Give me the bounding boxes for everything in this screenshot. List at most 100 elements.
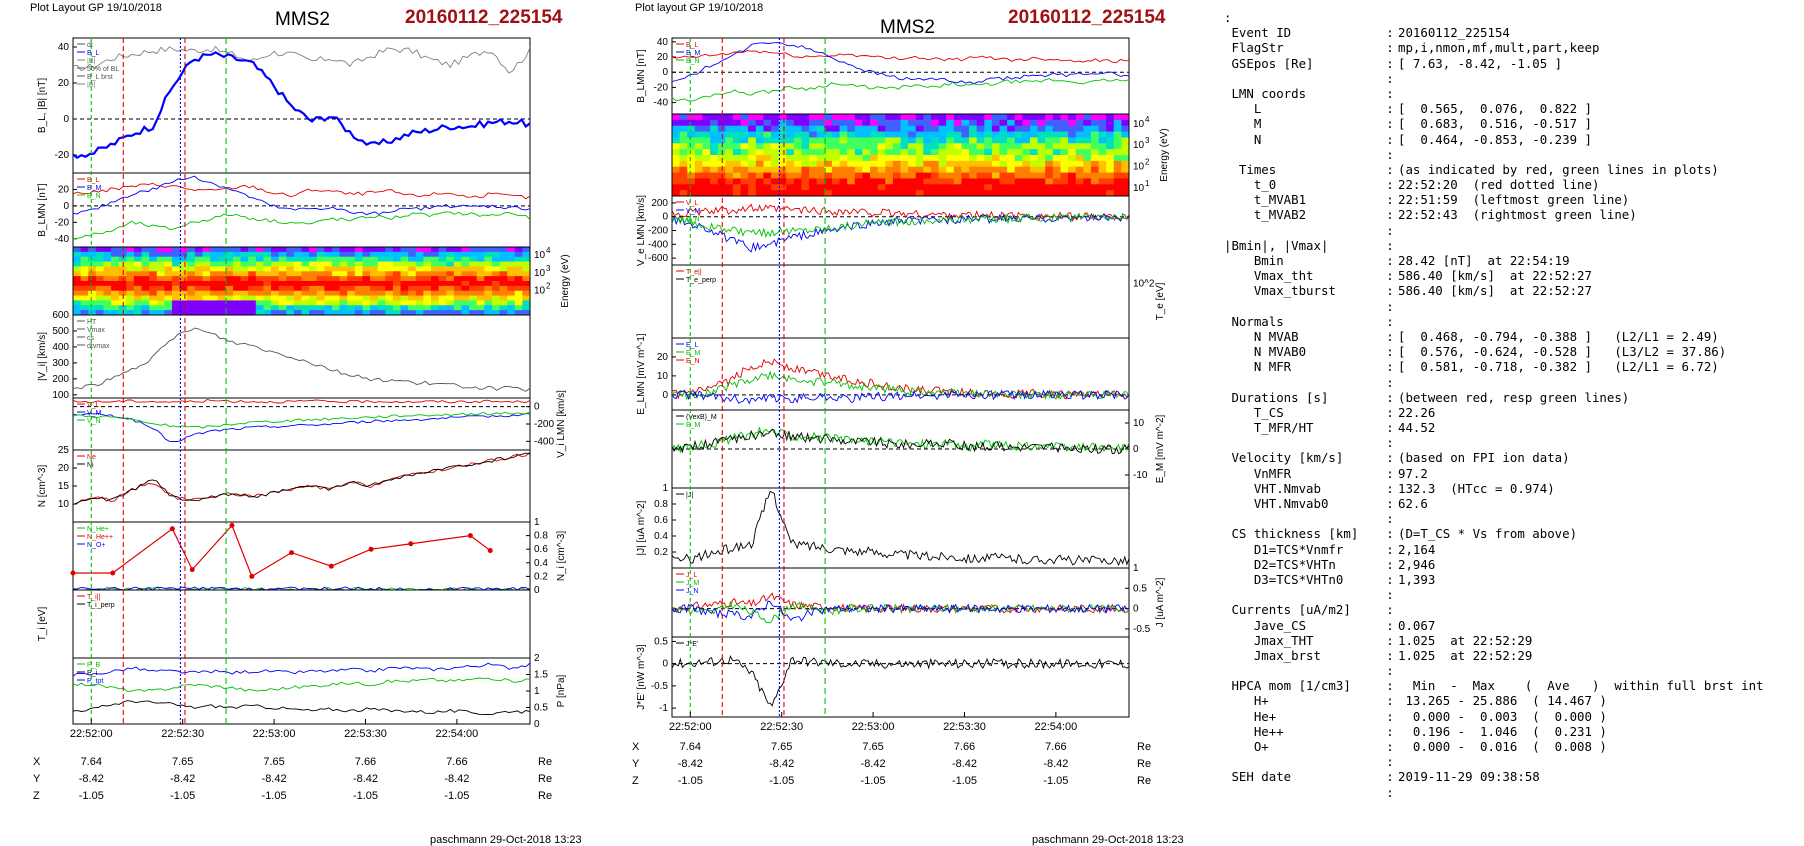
spectrogram-cell	[484, 266, 493, 272]
spectrogram-cell	[946, 137, 955, 144]
spectrogram-cell	[210, 281, 219, 287]
spectrogram-cell	[187, 290, 196, 297]
spectrogram-cell	[831, 155, 841, 162]
spectrogram-cell	[278, 281, 287, 287]
summary-value: 22:51:59 (leftmost green line)	[1398, 192, 1630, 208]
spectrogram-cell	[1029, 166, 1039, 174]
y-tick-label: 400	[52, 342, 69, 353]
spectrogram-cell	[717, 137, 726, 144]
spectrogram-cell	[984, 178, 993, 185]
legend-entry: J_M	[686, 580, 699, 587]
spectrogram-cell	[210, 266, 219, 272]
legend-entry: cs	[87, 335, 95, 342]
spectrogram-cell	[400, 300, 409, 306]
spectrogram-cell	[1113, 125, 1122, 133]
spectrogram-cell	[870, 119, 879, 127]
spectrogram-cell	[1083, 143, 1092, 150]
series-line	[671, 600, 1130, 622]
spectrogram-cell	[133, 276, 143, 282]
ephemeris-value: 7.66	[954, 741, 975, 753]
spectrogram-cell	[801, 137, 810, 144]
spectrogram-cell	[732, 131, 742, 138]
legend-entry: V_M	[87, 410, 102, 417]
y-tick-label: 0.5	[534, 703, 548, 714]
spectrogram-cell	[847, 178, 856, 185]
spectrogram-cell	[324, 266, 333, 272]
summary-value	[1398, 602, 1764, 617]
spectrogram-cell	[1014, 119, 1023, 127]
ephemeris-value: 7.66	[1045, 741, 1066, 753]
spectrogram-cell	[385, 271, 394, 277]
spectrogram-cell	[354, 305, 363, 311]
spectrogram-cell	[248, 251, 257, 258]
spectrogram-cell	[740, 172, 749, 179]
spectrogram-cell	[923, 143, 932, 150]
spectrogram-cell	[870, 125, 879, 133]
spectrogram-cell	[469, 251, 478, 258]
spectrogram-cell	[763, 178, 772, 185]
spectrogram-cell	[293, 276, 302, 282]
spectrogram-cell	[839, 149, 848, 156]
summary-row: VHT.Nmvab0:62.6	[1224, 496, 1764, 511]
spectrogram-cell	[1029, 184, 1039, 191]
spectrogram-cell	[476, 251, 485, 258]
y-axis-label: T_e [eV]	[1155, 282, 1166, 320]
spectrogram-cell	[156, 281, 165, 287]
spectrogram-cell	[149, 271, 158, 277]
spectrogram-cell	[885, 166, 894, 174]
spectrogram-cell	[763, 119, 772, 127]
spectrogram-cell	[103, 290, 112, 297]
y-tick-label: 15	[58, 481, 70, 492]
summary-separator: :	[1386, 313, 1394, 329]
spectrogram-cell	[725, 114, 734, 121]
spectrogram-cell	[1029, 125, 1039, 133]
spectrogram-cell	[507, 305, 516, 311]
spectrogram-cell	[103, 256, 112, 263]
spectrogram-cell	[1052, 166, 1061, 174]
spectrogram-cell	[370, 266, 379, 272]
spectrogram-cell	[293, 290, 302, 297]
spectrogram-cell	[862, 137, 871, 144]
spectrogram-cell	[1106, 114, 1115, 121]
summary-separator: :	[1386, 678, 1394, 694]
spectrogram-cell	[423, 276, 432, 282]
spectrogram-cell	[1029, 119, 1039, 127]
spectrogram-cell	[801, 184, 810, 191]
spectrogram-cell	[339, 305, 348, 311]
spectrogram-cell	[771, 178, 780, 185]
spectrogram-cell	[839, 184, 848, 191]
spectrogram-cell	[370, 271, 379, 277]
spectrogram-cell	[111, 247, 120, 253]
spectrogram-cell	[672, 155, 681, 162]
spectrogram-cell	[133, 300, 143, 306]
summary-row: Vmax_tburst:586.40 [km/s] at 22:52:27	[1224, 283, 1764, 298]
legend-entry: B_N	[686, 58, 700, 65]
spectrogram-cell	[88, 247, 97, 253]
spectrogram-cell	[172, 281, 181, 287]
summary-separator: :	[1386, 739, 1394, 754]
spectrogram-cell	[149, 266, 158, 272]
y-tick-label: 0.4	[534, 558, 548, 569]
spectrogram-cell	[824, 119, 833, 127]
spectrogram-cell	[923, 190, 932, 197]
spectrogram-cell	[1052, 184, 1061, 191]
spectrogram-cell	[469, 281, 478, 287]
spectrogram-cell	[438, 261, 447, 267]
spectrogram-cell	[991, 114, 1001, 121]
spectrogram-cell	[679, 149, 688, 156]
spectrogram-cell	[484, 276, 493, 282]
spectrogram-cell	[377, 247, 386, 253]
spectrogram-cell	[347, 295, 356, 301]
spectrogram-cell	[961, 160, 970, 168]
summary-row: t_0:22:52:20 (red dotted line)	[1224, 177, 1764, 192]
spectrogram-cell	[484, 256, 493, 263]
spectrogram-cell	[809, 137, 818, 144]
spectrogram-cell	[164, 310, 173, 316]
summary-row: :	[1224, 10, 1764, 25]
spectrogram-cell	[164, 281, 173, 287]
spectrogram-cell	[1075, 190, 1084, 197]
spectrogram-cell	[801, 155, 810, 162]
spectrogram-cell	[961, 149, 970, 156]
spectrogram-cell	[103, 247, 112, 253]
